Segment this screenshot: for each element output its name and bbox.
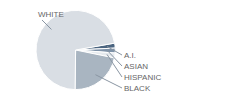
svg-text:HISPANIC: HISPANIC [124, 73, 161, 82]
svg-text:WHITE: WHITE [38, 10, 64, 19]
svg-text:BLACK: BLACK [124, 84, 151, 93]
svg-text:A.I.: A.I. [124, 51, 136, 60]
svg-text:ASIAN: ASIAN [124, 62, 148, 71]
